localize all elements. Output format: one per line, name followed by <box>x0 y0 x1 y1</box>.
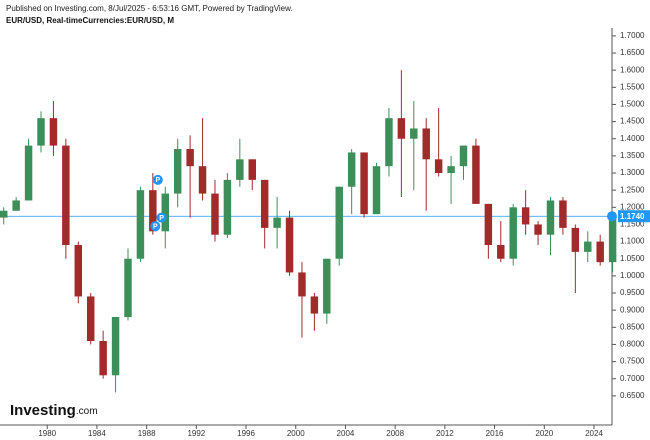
candle-body <box>136 190 145 259</box>
candle-body <box>459 145 468 167</box>
candle-body <box>347 152 356 187</box>
published-note: Published on Investing.com, 8/Jul/2025 -… <box>6 4 293 13</box>
candle-body <box>534 224 542 235</box>
candle-body <box>360 152 368 215</box>
candle-body <box>372 166 381 215</box>
candle-body <box>397 118 406 139</box>
event-marker-label: P <box>159 215 164 222</box>
candle-body <box>472 145 480 204</box>
candle-body <box>211 193 219 235</box>
candle-body <box>186 149 194 167</box>
candle-body <box>149 190 157 232</box>
y-tick-label: 1.2000 <box>620 202 645 211</box>
y-tick-label: 1.5000 <box>620 100 645 109</box>
event-marker <box>156 212 167 223</box>
price-badge <box>607 211 617 222</box>
x-tick-label: 1980 <box>38 429 56 438</box>
candle-body <box>0 210 8 218</box>
x-tick-label: 2008 <box>386 429 404 438</box>
candle-body <box>335 186 343 259</box>
event-marker-label: P <box>153 224 158 231</box>
y-tick-label: 0.7500 <box>620 357 645 366</box>
x-tick-label: 2016 <box>486 429 504 438</box>
x-tick-label: 2012 <box>436 429 454 438</box>
logo-brand: Investing <box>10 402 76 419</box>
candle-body <box>273 217 281 228</box>
candle-body <box>260 179 269 228</box>
candle-body <box>223 179 232 235</box>
y-tick-label: 1.6000 <box>620 65 645 74</box>
symbol-title: EUR/USD, Real-timeCurrencies:EUR/USD, M <box>6 16 174 25</box>
candle-body <box>111 317 120 376</box>
x-tick-label: 2000 <box>287 429 305 438</box>
candle-body <box>198 166 207 194</box>
y-tick-label: 0.8000 <box>620 340 645 349</box>
candle-body <box>173 149 182 194</box>
y-tick-label: 1.3500 <box>620 151 645 160</box>
candle-body <box>509 207 517 259</box>
y-tick-label: 1.3000 <box>620 168 645 177</box>
candle-body <box>12 200 20 211</box>
candle-body <box>434 159 443 174</box>
x-tick-label: 1992 <box>187 429 205 438</box>
x-tick-label: 2004 <box>337 429 355 438</box>
price-label-box <box>618 210 650 223</box>
candle-body <box>546 200 555 235</box>
y-tick-label: 0.9000 <box>620 305 645 314</box>
y-tick-label: 1.0500 <box>620 254 645 263</box>
y-tick-label: 1.4000 <box>620 134 645 143</box>
y-tick-label: 1.2500 <box>620 185 645 194</box>
candle-body <box>410 128 418 139</box>
candle-body <box>323 258 331 314</box>
candle-body <box>74 245 83 297</box>
price-label: 1.1740 <box>620 212 645 221</box>
y-tick-label: 1.1000 <box>620 237 645 246</box>
candle-body <box>236 159 244 180</box>
candle-body <box>584 241 592 252</box>
candle-body <box>24 145 33 201</box>
candle-body <box>86 296 95 342</box>
x-tick-label: 1988 <box>138 429 156 438</box>
candle-body <box>385 118 393 167</box>
x-tick-label: 2024 <box>585 429 603 438</box>
logo: Investing.com <box>10 402 98 419</box>
y-tick-label: 1.6500 <box>620 48 645 57</box>
event-marker-label: P <box>155 177 160 184</box>
y-tick-label: 1.0000 <box>620 271 645 280</box>
y-tick-label: 1.4500 <box>620 117 645 126</box>
y-tick-label: 1.7000 <box>620 31 645 40</box>
event-marker <box>150 221 161 232</box>
y-tick-label: 1.5500 <box>620 82 645 91</box>
candle-body <box>571 227 580 252</box>
candle-body <box>608 217 617 263</box>
candle-body <box>484 203 493 246</box>
candle-body <box>124 258 132 318</box>
candle-body <box>310 296 319 314</box>
candle-body <box>422 128 430 160</box>
y-tick-label: 0.6500 <box>620 391 645 400</box>
candle-body <box>447 166 455 174</box>
x-tick-label: 2020 <box>535 429 553 438</box>
candle-body <box>298 272 306 297</box>
candle-body <box>49 118 58 146</box>
y-tick-label: 0.8500 <box>620 322 645 331</box>
candle-body <box>521 207 530 225</box>
candle-body <box>596 241 604 263</box>
candle-body <box>161 193 169 232</box>
candle-body <box>37 118 45 146</box>
candle-body <box>497 245 505 259</box>
candle-body <box>99 341 107 376</box>
y-tick-label: 1.1500 <box>620 220 645 229</box>
candle-body <box>559 200 567 228</box>
y-tick-label: 0.9500 <box>620 288 645 297</box>
candle-body <box>285 217 294 273</box>
event-marker <box>152 174 163 185</box>
logo-suffix: .com <box>76 406 98 417</box>
x-tick-label: 1984 <box>88 429 106 438</box>
y-tick-label: 0.7000 <box>620 374 645 383</box>
candle-body <box>62 145 70 246</box>
candle-body <box>248 159 256 180</box>
x-tick-label: 1996 <box>237 429 255 438</box>
